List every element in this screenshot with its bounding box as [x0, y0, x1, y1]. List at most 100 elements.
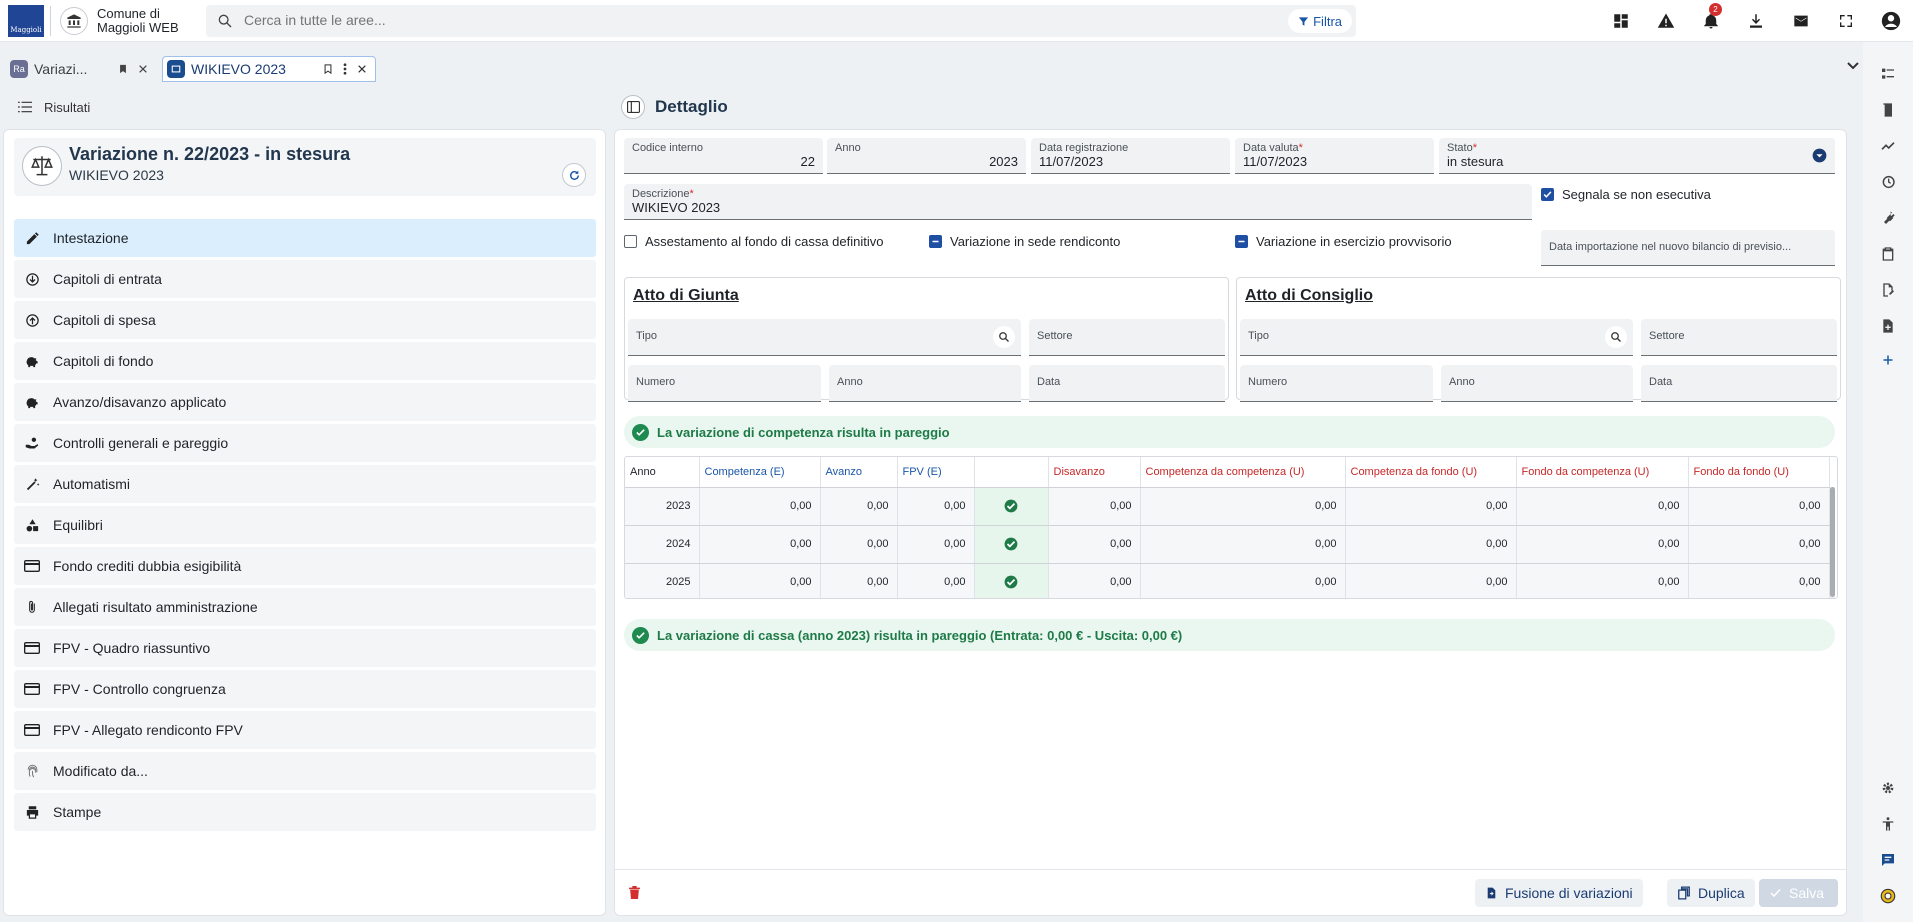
file-sign-icon[interactable] [1876, 278, 1900, 302]
table-row[interactable]: 2025 0,00 0,00 0,00 0,00 0,00 0,00 0,00 … [625, 563, 1830, 598]
sede-rendiconto-checkbox[interactable]: Variazione in sede rendiconto [929, 234, 1120, 249]
book-icon[interactable] [1876, 98, 1900, 122]
col-anno[interactable]: Anno [625, 457, 700, 488]
sidebar-item-modificato[interactable]: Modificato da... [14, 752, 596, 790]
chevron-down-icon[interactable] [1847, 62, 1859, 70]
sidebar-toggle-icon[interactable] [621, 95, 645, 119]
gear-icon[interactable] [1876, 776, 1900, 800]
table-row[interactable]: 2024 0,00 0,00 0,00 0,00 0,00 0,00 0,00 … [625, 525, 1830, 564]
tab-label: WIKIEVO 2023 [191, 61, 286, 77]
sidebar-item-controlli[interactable]: Controlli generali e pareggio [14, 424, 596, 462]
assestamento-checkbox[interactable]: Assestamento al fondo di cassa definitiv… [624, 234, 883, 249]
search-icon[interactable] [993, 326, 1015, 348]
sidebar-item-equilibri[interactable]: Equilibri [14, 506, 596, 544]
giunta-anno-field[interactable]: Anno [829, 365, 1021, 402]
arrow-down-circle-icon [23, 270, 41, 288]
descrizione-field[interactable]: Descrizione* WIKIEVO 2023 [624, 184, 1532, 220]
lifebuoy-icon[interactable] [1876, 884, 1900, 908]
bookmark-outline-icon[interactable] [323, 63, 333, 75]
plus-icon[interactable] [1876, 348, 1900, 372]
tab-label: Variazi... [34, 61, 88, 77]
shapes-icon [23, 516, 41, 534]
data-registrazione-field[interactable]: Data registrazione 11/07/2023 [1031, 138, 1230, 174]
sidebar-item-capitoli-entrata[interactable]: Capitoli di entrata [14, 260, 596, 298]
download-icon[interactable] [1733, 0, 1778, 42]
tab-variazioni[interactable]: Ra Variazi... [6, 56, 156, 82]
col-competenza-fondo[interactable]: Competenza da fondo (U) [1345, 457, 1517, 488]
search-input[interactable] [244, 12, 1244, 28]
plug-icon[interactable] [1876, 206, 1900, 230]
more-vertical-icon[interactable] [343, 63, 347, 75]
col-fondo-fondo[interactable]: Fondo da fondo (U) [1688, 457, 1830, 488]
file-add-icon[interactable] [1876, 314, 1900, 338]
duplica-button[interactable]: Duplica [1667, 879, 1755, 907]
table-scrollbar[interactable] [1830, 487, 1835, 598]
bell-icon[interactable]: 2 [1688, 0, 1733, 42]
giunta-tipo-field[interactable]: Tipo [628, 319, 1021, 356]
bank-icon[interactable] [60, 7, 88, 35]
sidebar-item-fpv-controllo[interactable]: FPV - Controllo congruenza [14, 670, 596, 708]
segnala-checkbox[interactable]: Segnala se non esecutiva [1541, 187, 1711, 202]
col-fpv-e[interactable]: FPV (E) [897, 457, 975, 488]
warning-icon[interactable] [1643, 0, 1688, 42]
tab-wikievo[interactable]: WIKIEVO 2023 [162, 56, 376, 82]
bookmark-icon[interactable] [118, 63, 128, 75]
sidebar-item-stampe[interactable]: Stampe [14, 793, 596, 831]
consiglio-settore-field[interactable]: Settore [1641, 319, 1837, 356]
checklist-icon[interactable] [1876, 62, 1900, 86]
salva-button[interactable]: Salva [1759, 879, 1838, 907]
consiglio-numero-field[interactable]: Numero [1240, 365, 1433, 402]
fusione-button[interactable]: Fusione di variazioni [1475, 879, 1643, 907]
trash-icon[interactable] [628, 885, 641, 900]
sidebar-item-fpv-quadro[interactable]: FPV - Quadro riassuntivo [14, 629, 596, 667]
consiglio-anno-field[interactable]: Anno [1441, 365, 1633, 402]
giunta-numero-field[interactable]: Numero [628, 365, 821, 402]
dashboard-icon[interactable] [1598, 0, 1643, 42]
sidebar-item-avanzo[interactable]: Avanzo/disavanzo applicato [14, 383, 596, 421]
sidebar-item-intestazione[interactable]: Intestazione [14, 219, 596, 257]
col-disavanzo[interactable]: Disavanzo [1048, 457, 1141, 488]
table-row[interactable]: 2023 0,00 0,00 0,00 0,00 0,00 0,00 0,00 … [625, 487, 1830, 526]
col-avanzo[interactable]: Avanzo [820, 457, 898, 488]
logo[interactable]: Maggioli [8, 5, 44, 37]
consiglio-data-field[interactable]: Data [1641, 365, 1837, 402]
history-icon[interactable] [1876, 170, 1900, 194]
sidebar-item-allegati[interactable]: Allegati risultato amministrazione [14, 588, 596, 626]
clipboard-icon[interactable] [1876, 242, 1900, 266]
stato-select[interactable]: Stato* in stesura [1439, 138, 1835, 174]
global-search[interactable]: Filtra [206, 5, 1356, 37]
results-header[interactable]: Risultati [0, 94, 600, 120]
trending-icon[interactable] [1876, 134, 1900, 158]
close-icon[interactable] [138, 64, 148, 74]
refresh-icon[interactable] [562, 163, 586, 187]
sidebar-item-capitoli-spesa[interactable]: Capitoli di spesa [14, 301, 596, 339]
check-icon [1769, 887, 1782, 899]
mail-icon[interactable] [1778, 0, 1823, 42]
sidebar-item-automatismi[interactable]: Automatismi [14, 465, 596, 503]
chat-icon[interactable] [1876, 848, 1900, 872]
search-icon[interactable] [1605, 326, 1627, 348]
sidebar-item-fondo-crediti[interactable]: Fondo crediti dubbia esigibilità [14, 547, 596, 585]
consiglio-tipo-field[interactable]: Tipo [1240, 319, 1633, 356]
account-icon[interactable] [1868, 0, 1913, 42]
data-importazione-field[interactable]: Data importazione nel nuovo bilancio di … [1541, 230, 1835, 266]
sidebar-item-capitoli-fondo[interactable]: Capitoli di fondo [14, 342, 596, 380]
col-competenza-competenza[interactable]: Competenza da competenza (U) [1140, 457, 1346, 488]
col-competenza-e[interactable]: Competenza (E) [699, 457, 821, 488]
fullscreen-icon[interactable] [1823, 0, 1868, 42]
check-circle-icon [974, 487, 1049, 526]
close-icon[interactable] [357, 64, 367, 74]
sidebar-item-fpv-allegato[interactable]: FPV - Allegato rendiconto FPV [14, 711, 596, 749]
detail-header: Dettaglio [621, 94, 728, 120]
accessibility-icon[interactable] [1876, 812, 1900, 836]
giunta-settore-field[interactable]: Settore [1029, 319, 1225, 356]
data-valuta-field[interactable]: Data valuta* 11/07/2023 [1235, 138, 1434, 174]
chevron-down-icon[interactable] [1812, 148, 1827, 163]
codice-interno-field[interactable]: Codice interno 22 [624, 138, 823, 174]
col-fondo-competenza[interactable]: Fondo da competenza (U) [1516, 457, 1689, 488]
esercizio-provvisorio-checkbox[interactable]: Variazione in esercizio provvisorio [1235, 234, 1452, 249]
anno-field[interactable]: Anno 2023 [827, 138, 1026, 174]
filter-button[interactable]: Filtra [1288, 9, 1352, 33]
scale-icon [22, 146, 62, 186]
giunta-data-field[interactable]: Data [1029, 365, 1225, 402]
